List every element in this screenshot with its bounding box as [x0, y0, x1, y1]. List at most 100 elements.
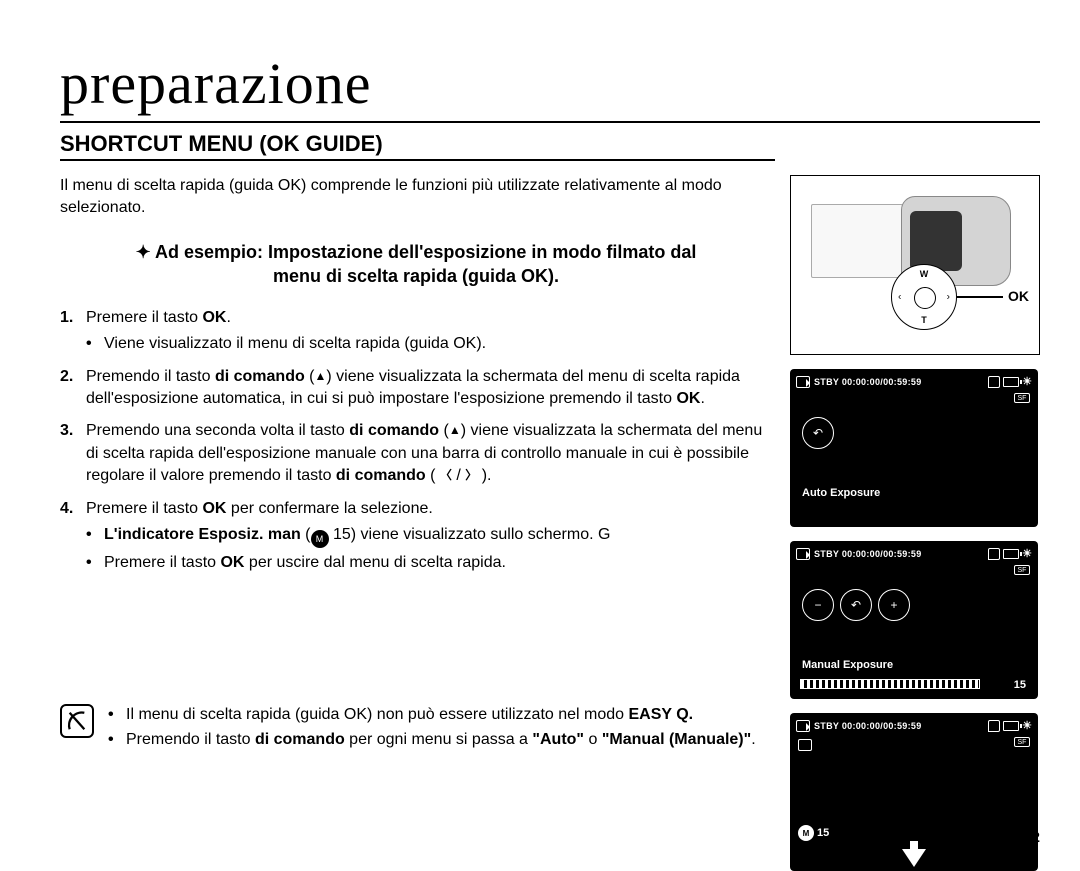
stby-text: STBY 00:00:00/00:59:59: [814, 721, 922, 731]
screen-auto-exposure: STBY 00:00:00/00:59:59 ☀ SF ↶ Auto Expos…: [790, 369, 1038, 527]
step-text: ).: [477, 467, 491, 484]
figures-column: W T ‹ › OK STBY 00:00:00/00:59:59 ☀ SF: [790, 175, 1040, 871]
step-number: 4.: [60, 498, 73, 520]
dpad-w-label: W: [920, 269, 929, 279]
page-num-value: 32: [1023, 829, 1040, 846]
dpad: W T ‹ ›: [891, 264, 957, 330]
notes-list: Il menu di scelta rapida (guida OK) non …: [108, 704, 756, 753]
down-arrow-icon: [902, 849, 926, 867]
sub-list: Viene visualizzato il menu di scelta rap…: [86, 333, 772, 355]
note-text: .: [751, 731, 755, 748]
step-1: 1. Premere il tasto OK. Viene visualizza…: [60, 307, 772, 356]
note-item: Il menu di scelta rapida (guida OK) non …: [108, 704, 756, 726]
step-text: Premere il tasto: [86, 500, 202, 517]
left-indicators: [798, 739, 812, 751]
up-arrow-icon: ▲: [315, 368, 327, 385]
step-number: 1.: [60, 307, 73, 329]
dpad-t-label: T: [921, 315, 927, 325]
note-item: Premendo il tasto di comando per ogni me…: [108, 729, 756, 751]
camera-illustration: W T ‹ › OK: [790, 175, 1040, 355]
status-bar: STBY 00:00:00/00:59:59 ☀: [796, 719, 1032, 732]
bold-indicator: L'indicatore Esposiz. man: [104, 526, 301, 543]
quality-icon: SF: [1014, 565, 1030, 575]
stby-text: STBY 00:00:00/00:59:59: [814, 377, 922, 387]
bold-ok: OK: [676, 390, 700, 407]
step-text: per confermare la selezione.: [226, 500, 432, 517]
camcorder-icon: [796, 720, 810, 732]
exposure-value: 15: [1014, 679, 1026, 691]
dpad-center: [914, 287, 936, 309]
decrease-button-icon: −: [802, 589, 834, 621]
mode-row: ↶: [802, 417, 834, 449]
step-text: (: [426, 467, 440, 484]
camera-lcd: [811, 204, 903, 278]
status-icons: ☀: [988, 719, 1032, 732]
increase-button-icon: +: [878, 589, 910, 621]
step-text: Premendo una seconda volta il tasto: [86, 422, 349, 439]
page-number: Italian_32: [975, 829, 1040, 846]
back-button-icon: ↶: [840, 589, 872, 621]
indicator-icon: [798, 739, 812, 751]
storage-icon: [988, 720, 1000, 732]
back-button-icon: ↶: [802, 417, 834, 449]
brightness-icon: ☀: [1022, 547, 1032, 560]
note-text: per ogni menu si passa a: [345, 731, 533, 748]
sub-item: L'indicatore Esposiz. man (M 15) viene v…: [86, 524, 772, 548]
manual-exposure-icon: M: [311, 530, 329, 548]
ok-callout-line: [957, 296, 1003, 298]
mode-row: − ↶ +: [802, 589, 910, 621]
brightness-icon: ☀: [1022, 719, 1032, 732]
page-title: preparazione: [60, 50, 1040, 123]
up-arrow-icon: ▲: [449, 422, 461, 439]
brightness-icon: ☀: [1022, 375, 1032, 388]
note-text: Premendo il tasto: [126, 731, 255, 748]
step-text: (: [301, 526, 311, 543]
note-block: Il menu di scelta rapida (guida OK) non …: [60, 704, 772, 753]
sub-item: Viene visualizzato il menu di scelta rap…: [86, 333, 772, 355]
left-arrow-icon: 〈: [440, 467, 452, 484]
step-text: Premendo il tasto: [86, 368, 215, 385]
step-number: 3.: [60, 420, 73, 442]
camcorder-icon: [796, 548, 810, 560]
storage-icon: [988, 548, 1000, 560]
ok-label: OK: [1008, 288, 1029, 304]
battery-icon: [1003, 549, 1019, 559]
step-2: 2. Premendo il tasto di comando (▲) vien…: [60, 366, 772, 411]
example-heading: ✦ Ad esempio: Impostazione dell'esposizi…: [60, 240, 772, 289]
step-4: 4. Premere il tasto OK per confermare la…: [60, 498, 772, 575]
mode-label: Auto Exposure: [802, 487, 880, 499]
camera-lens: [910, 211, 962, 271]
step-text: per uscire dal menu di scelta rapida.: [244, 554, 505, 571]
bold-comando: di comando: [336, 467, 426, 484]
note-icon: [60, 704, 94, 738]
sub-list: L'indicatore Esposiz. man (M 15) viene v…: [86, 524, 772, 574]
step-text: /: [452, 467, 465, 484]
battery-icon: [1003, 377, 1019, 387]
bold-manual: "Manual (Manuale)": [602, 731, 751, 748]
page-label: Italian: [975, 829, 1015, 846]
bold-easyq: EASY Q.: [629, 706, 694, 723]
steps-list: 1. Premere il tasto OK. Viene visualizza…: [60, 307, 772, 575]
status-bar: STBY 00:00:00/00:59:59 ☀: [796, 375, 1032, 388]
right-arrow-icon: 〉: [465, 467, 477, 484]
screen-manual-exposure: STBY 00:00:00/00:59:59 ☀ SF − ↶ + Manual…: [790, 541, 1038, 699]
example-line1: ✦ Ad esempio: Impostazione dell'esposizi…: [136, 242, 697, 262]
step-number: 2.: [60, 366, 73, 388]
quality-icon: SF: [1014, 393, 1030, 403]
storage-icon: [988, 376, 1000, 388]
content-row: Il menu di scelta rapida (guida OK) comp…: [60, 175, 1040, 871]
step-text: (: [439, 422, 449, 439]
stby-text: STBY 00:00:00/00:59:59: [814, 549, 922, 559]
mode-label: Manual Exposure: [802, 659, 893, 671]
step-text: .: [700, 390, 704, 407]
bold-ok: OK: [202, 309, 226, 326]
step-text: (: [305, 368, 315, 385]
bold-comando: di comando: [349, 422, 439, 439]
bold-auto: "Auto": [532, 731, 584, 748]
bold-ok: OK: [220, 554, 244, 571]
exposure-indicator: M 15: [798, 825, 829, 841]
note-text: o: [584, 731, 602, 748]
status-icons: ☀: [988, 547, 1032, 560]
step-text: Premere il tasto: [86, 309, 202, 326]
bold-ok: OK: [202, 500, 226, 517]
